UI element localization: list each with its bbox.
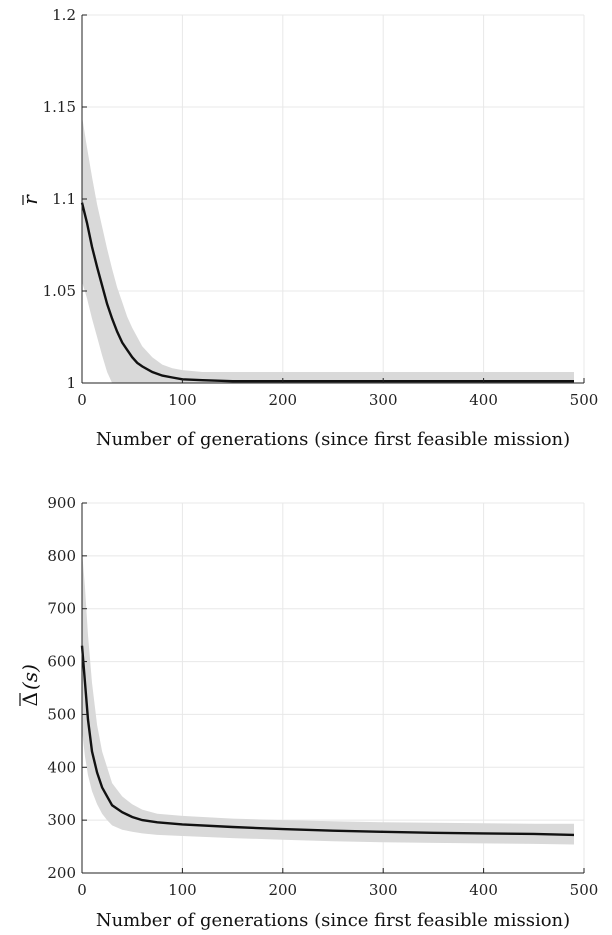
y-axis-label-symbol: r: [18, 194, 42, 205]
y-tick-label: 1.15: [43, 98, 76, 116]
x-tick-labels: 0 100 200 300 400 500: [77, 881, 598, 899]
y-tick-label: 800: [47, 547, 76, 565]
x-axis-label: Number of generations (since first feasi…: [96, 429, 570, 450]
y-tick-label: 200: [47, 864, 76, 882]
y-tick-labels: 1 1.05 1.1 1.15 1.2: [43, 6, 76, 392]
y-tick-label: 500: [47, 705, 76, 723]
y-tick-label: 1.1: [52, 190, 76, 208]
y-tick-labels: 200 300 400 500 600 700 800 900: [47, 494, 76, 882]
y-tick-label: 400: [47, 758, 76, 776]
x-tick-label: 0: [77, 391, 87, 409]
grid-lines: [81, 14, 585, 384]
chart-top: 0 100 200 300 400 500 1 1.05 1.1 1.15 1.2 Number …: [18, 6, 598, 450]
x-tick-label: 500: [570, 391, 599, 409]
grid-lines: [81, 502, 585, 874]
y-axis-label-unit: (s): [18, 664, 42, 690]
std-band: [82, 550, 574, 845]
axes: [81, 14, 585, 384]
y-axis-label-symbol: Δ: [18, 692, 42, 706]
y-tick-label: 1.2: [52, 6, 76, 24]
y-axis-label: r: [18, 194, 42, 205]
x-tick-label: 100: [168, 391, 197, 409]
x-tick-labels: 0 100 200 300 400 500: [77, 391, 598, 409]
x-tick-label: 500: [570, 881, 599, 899]
y-tick-label: 1: [66, 374, 76, 392]
y-tick-label: 600: [47, 653, 76, 671]
std-band: [82, 116, 574, 383]
x-tick-label: 400: [469, 391, 498, 409]
x-tick-label: 300: [369, 391, 398, 409]
mean-line: [80, 202, 574, 383]
x-tick-label: 300: [369, 881, 398, 899]
chart-bottom: 0 100 200 300 400 500 200 300 400 500 600 700 800 90…: [18, 494, 598, 931]
x-tick-label: 100: [168, 881, 197, 899]
y-tick-label: 1.05: [43, 282, 76, 300]
x-tick-label: 400: [469, 881, 498, 899]
y-tick-label: 700: [47, 600, 76, 618]
x-axis-label: Number of generations (since first feasi…: [96, 910, 570, 931]
y-tick-label: 300: [47, 811, 76, 829]
y-tick-label: 900: [47, 494, 76, 512]
x-tick-label: 200: [268, 391, 297, 409]
mean-line: [80, 645, 575, 837]
y-axis-label: Δ (s): [18, 664, 42, 706]
x-tick-label: 200: [268, 881, 297, 899]
axes: [81, 502, 585, 874]
x-tick-label: 0: [77, 881, 87, 899]
